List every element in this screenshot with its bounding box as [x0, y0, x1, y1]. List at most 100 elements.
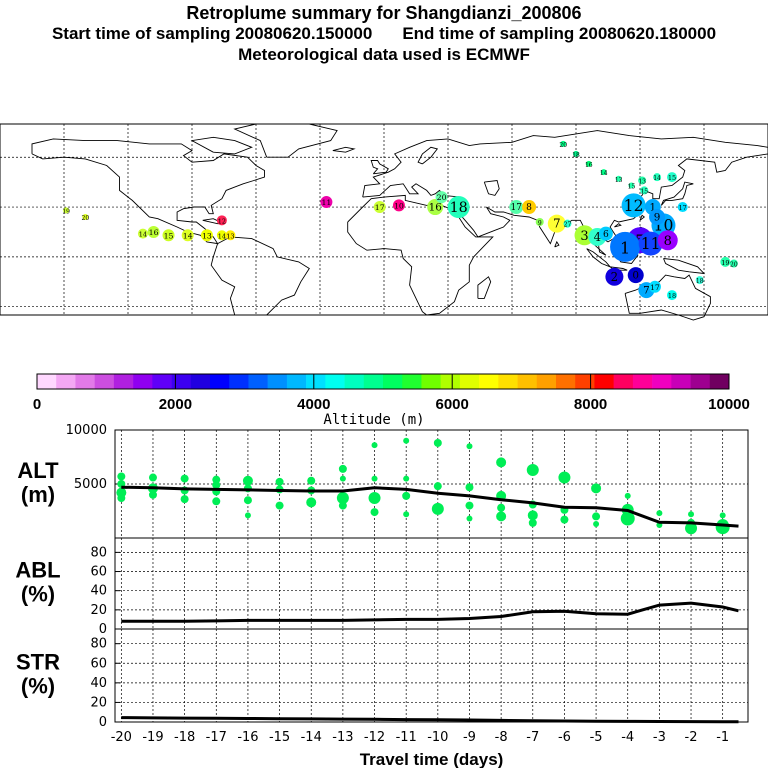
plume-marker-dot — [225, 230, 236, 241]
y-tick-label: 60 — [90, 656, 107, 671]
plume-marker-dot — [640, 186, 649, 195]
plume-marker-dot — [435, 191, 448, 204]
plume-marker-label: 7 — [643, 285, 650, 297]
time-series-panels: 100005000ALT(m)806040200ABL(%)806040200S… — [15, 423, 749, 768]
colorbar-cell — [709, 374, 730, 389]
plume-marker: 13 — [225, 230, 236, 241]
coastline-20 — [417, 146, 439, 165]
y-tick-label: 60 — [90, 565, 107, 580]
plume-marker: 11 — [638, 231, 663, 256]
coastline-4 — [347, 194, 494, 316]
plume-marker-dot — [638, 231, 663, 256]
plume-marker-dot — [373, 201, 386, 214]
plume-marker: 12 — [216, 215, 227, 226]
colorbar-cell — [248, 374, 268, 389]
x-tick-label: -14 — [301, 730, 322, 745]
altitude-point — [403, 511, 410, 518]
plume-marker-dot — [649, 209, 666, 226]
plume-marker-dot — [600, 169, 607, 176]
plume-marker: 13 — [638, 176, 647, 185]
panel-frame — [114, 537, 749, 630]
altitude-point — [558, 471, 571, 484]
x-tick-label: -17 — [206, 730, 227, 745]
plume-marker: 8 — [522, 200, 537, 215]
plume-marker: 17 — [648, 280, 661, 293]
altitude-point — [180, 474, 189, 483]
x-axis-label: Travel time (days) — [360, 750, 504, 768]
plume-marker-dot — [605, 267, 624, 286]
plume-marker-dot — [585, 160, 592, 167]
plume-marker-dot — [320, 196, 333, 209]
plume-marker-label: 7 — [553, 217, 560, 231]
plume-marker-dot — [427, 199, 444, 216]
altitude-point — [338, 464, 347, 473]
plume-marker-label: 20 — [82, 215, 90, 222]
plume-marker-label: 18 — [668, 292, 676, 300]
altitude-point — [527, 510, 538, 521]
altitude-point — [688, 511, 695, 518]
altitude-point — [148, 490, 157, 499]
abl-line — [121, 601, 739, 623]
plume-marker-dot — [137, 228, 148, 239]
plume-marker-dot — [547, 214, 566, 233]
colorbar-cell — [75, 374, 95, 389]
plume-marker: 14 — [216, 230, 227, 241]
colorbar-cell — [152, 374, 172, 389]
plume-marker-label: 20 — [437, 193, 447, 202]
plume-marker-label: 17 — [375, 203, 385, 212]
altitude-point — [244, 512, 251, 519]
altitude-point — [433, 438, 442, 447]
plume-marker-dot — [667, 290, 677, 301]
x-tick-label: -8 — [495, 730, 508, 745]
altitude-point — [117, 472, 126, 481]
altitude-point — [560, 515, 569, 524]
panel-unit-label: (m) — [21, 482, 55, 507]
plume-marker-dot — [216, 215, 227, 226]
plume-marker-dot — [657, 230, 678, 251]
plume-marker: 15 — [640, 186, 649, 195]
x-tick-label: -9 — [463, 730, 476, 745]
altitude-point — [497, 503, 506, 512]
plume-marker: 15 — [162, 229, 175, 242]
y-tick-label: 80 — [90, 637, 107, 652]
plume-marker-label: 6 — [603, 230, 609, 240]
altitude-point — [591, 483, 602, 494]
colorbar-tick-label: 8000 — [574, 396, 607, 413]
colorbar-cell — [325, 374, 345, 389]
colorbar-cell — [556, 374, 576, 389]
x-tick-label: -11 — [396, 730, 417, 745]
colorbar-tick-label: 6000 — [436, 396, 469, 413]
coastline-14 — [639, 214, 646, 221]
plume-marker-dot — [63, 207, 70, 214]
panel-label: STR — [16, 650, 60, 675]
colorbar-cell — [306, 374, 326, 389]
plume-marker: 18 — [667, 290, 677, 301]
plume-marker: 20 — [729, 259, 738, 269]
plume-marker-label: 19 — [721, 259, 729, 267]
plume-marker-dot — [677, 202, 688, 213]
altitude-point — [466, 443, 473, 450]
y-tick-label: 0 — [99, 715, 107, 730]
plume-marker: 18 — [572, 150, 580, 159]
plume-marker: 14 — [653, 173, 662, 182]
plume-marker-dot — [200, 229, 213, 242]
plume-marker-dot — [653, 173, 662, 182]
plume-marker-dot — [695, 276, 704, 285]
coastline-6 — [370, 160, 389, 175]
colorbar-cell — [440, 374, 461, 389]
y-tick-label: 40 — [90, 584, 107, 599]
colorbar-tick-label: 0 — [33, 396, 41, 413]
start-time-label: Start time of sampling 20080620.150000 — [51, 24, 373, 43]
colorbar-title: Altitude (m) — [323, 412, 424, 428]
plume-marker-label: 13 — [226, 232, 234, 240]
altitude-colorbar: 0 2000 4000 6000 8000 10000 Altitude (m) — [33, 373, 750, 428]
colorbar-cell — [632, 374, 653, 389]
plume-marker-label: 17 — [510, 203, 522, 213]
y-tick-label: 80 — [90, 545, 107, 560]
colorbar-tick-label: 4000 — [297, 396, 330, 413]
altitude-mean-line — [121, 485, 739, 528]
plume-marker: 20 — [559, 140, 567, 149]
